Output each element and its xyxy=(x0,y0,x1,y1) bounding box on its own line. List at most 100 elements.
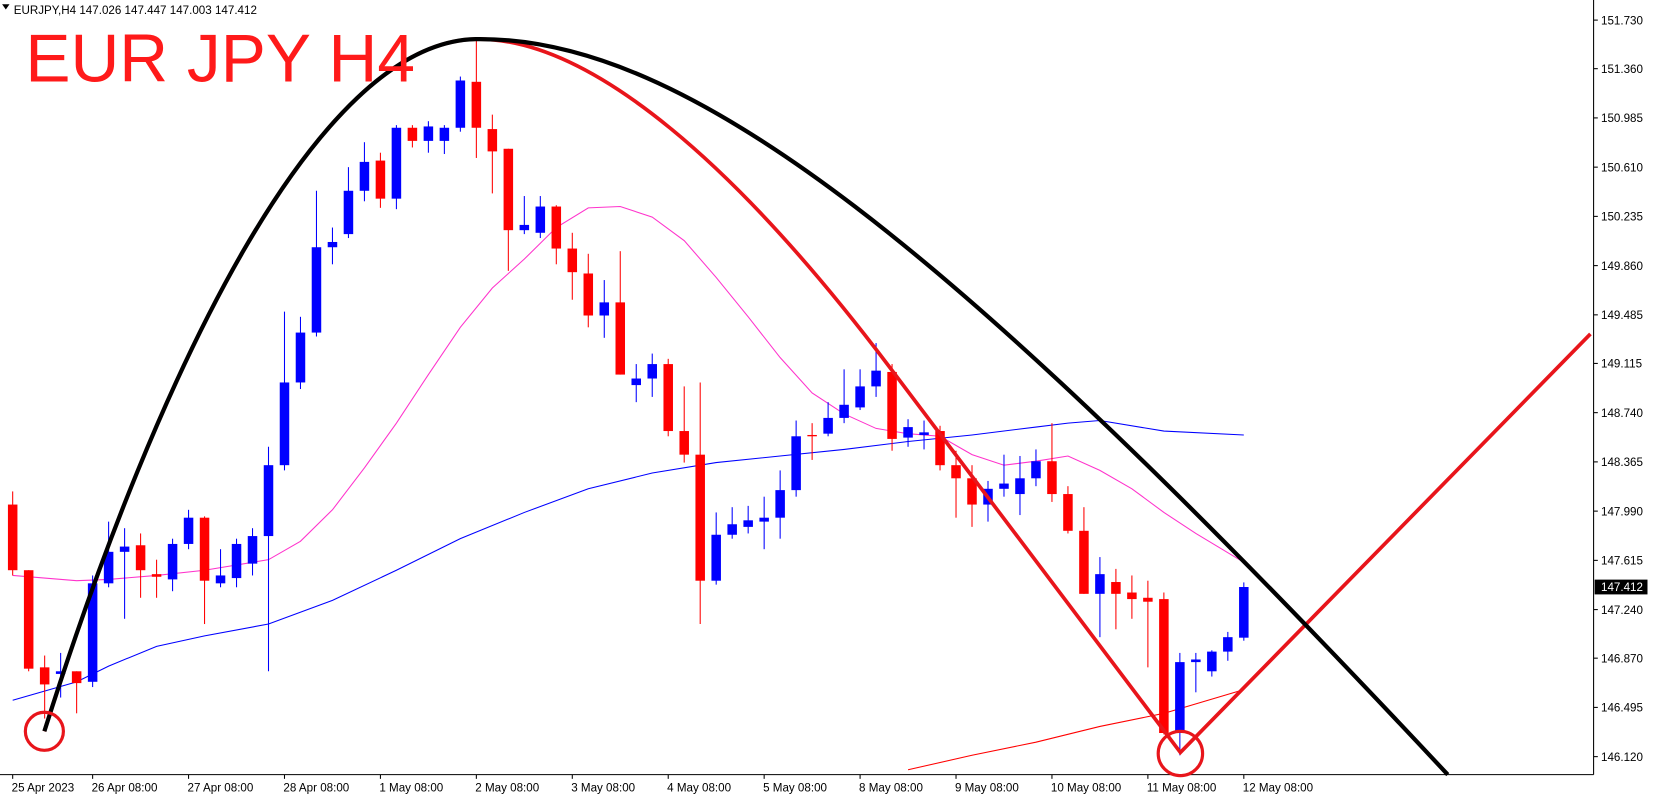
candle-body xyxy=(71,671,82,684)
candle-body xyxy=(999,483,1009,489)
y-tick-label: 147.240 xyxy=(1601,604,1643,617)
candle-body xyxy=(407,127,418,141)
y-tick-label: 148.365 xyxy=(1601,456,1643,469)
y-tick-label: 147.615 xyxy=(1601,555,1643,568)
candle-body xyxy=(39,667,50,685)
candle-body xyxy=(583,273,594,316)
y-tick-label: 151.730 xyxy=(1601,14,1643,27)
candle-body xyxy=(1111,582,1121,594)
candle-body xyxy=(935,431,945,466)
y-tick-label: 149.485 xyxy=(1601,309,1643,322)
candle-body xyxy=(263,465,274,537)
candle-body xyxy=(823,417,833,434)
x-tick-label: 5 May 08:00 xyxy=(763,782,827,795)
y-tick-label: 149.860 xyxy=(1601,260,1643,273)
y-tick-label: 150.610 xyxy=(1601,161,1643,174)
candle-body xyxy=(375,160,386,199)
candle-body xyxy=(471,81,482,128)
candle-body xyxy=(135,545,146,571)
plot-area xyxy=(7,39,1249,771)
candle-body xyxy=(151,574,162,577)
candle-body xyxy=(455,80,466,128)
x-tick-label: 26 Apr 08:00 xyxy=(92,782,158,795)
x-tick-label: 12 May 08:00 xyxy=(1243,782,1313,795)
candle-body xyxy=(615,302,626,375)
candle-body xyxy=(295,332,306,383)
candle-body xyxy=(343,190,354,235)
candle-body xyxy=(951,465,961,479)
current-price-label: 147.412 xyxy=(1601,581,1643,594)
candle-body xyxy=(695,454,705,581)
candle-body xyxy=(311,247,322,333)
candle-body xyxy=(727,524,737,535)
candle-body xyxy=(487,129,498,152)
x-tick-label: 1 May 08:00 xyxy=(379,782,443,795)
candle-body xyxy=(167,543,178,580)
y-tick-label: 150.985 xyxy=(1601,112,1643,125)
black-arc-drawing xyxy=(42,36,1450,777)
candle-body xyxy=(391,127,402,199)
candle-body xyxy=(967,478,977,505)
candle-body xyxy=(23,570,34,669)
low-circle xyxy=(23,710,65,752)
candle-body xyxy=(103,551,114,584)
close-value: 147.412 xyxy=(215,4,257,17)
x-tick-label: 8 May 08:00 xyxy=(859,782,923,795)
candle-body xyxy=(903,427,913,438)
candle-body xyxy=(87,583,98,682)
candle-body xyxy=(855,386,865,408)
candle-body xyxy=(279,382,290,466)
candle-body xyxy=(535,206,546,233)
low-circle xyxy=(1156,729,1205,778)
candle-body xyxy=(919,432,929,435)
candle-body xyxy=(1175,662,1185,734)
candle-body xyxy=(327,241,338,248)
candle-body xyxy=(1239,587,1249,638)
candle-body xyxy=(119,546,130,552)
candle-body xyxy=(599,302,610,316)
candle-body xyxy=(679,431,689,455)
candle-body xyxy=(55,671,66,674)
open-value: 147.026 xyxy=(79,4,121,17)
y-tick-label: 147.990 xyxy=(1601,505,1643,518)
y-tick-label: 148.740 xyxy=(1601,407,1643,420)
candle-body xyxy=(1079,530,1089,594)
candle-body xyxy=(1095,574,1105,594)
candle-body xyxy=(1207,651,1217,672)
candle-body xyxy=(1159,599,1169,734)
x-tick-label: 10 May 08:00 xyxy=(1051,782,1121,795)
candle-body xyxy=(551,206,562,249)
candle-body xyxy=(1127,592,1137,600)
high-value: 147.447 xyxy=(125,4,167,17)
candle-body xyxy=(1191,659,1201,663)
candle-body xyxy=(647,364,657,379)
low-value: 147.003 xyxy=(170,4,212,17)
candle-body xyxy=(871,370,881,387)
candle-body xyxy=(423,126,434,141)
candle-body xyxy=(7,504,18,571)
x-tick-label: 3 May 08:00 xyxy=(571,782,635,795)
header: EURJPY,H4 147.026 147.447 147.003 147.41… xyxy=(14,4,257,17)
candle-body xyxy=(519,224,530,231)
x-tick-label: 9 May 08:00 xyxy=(955,782,1019,795)
y-tick-label: 146.870 xyxy=(1601,652,1643,665)
candle-body xyxy=(231,543,242,579)
x-tick-label: 11 May 08:00 xyxy=(1147,782,1217,795)
candle-body xyxy=(199,517,210,581)
candle-body xyxy=(807,434,817,437)
x-tick-label: 28 Apr 08:00 xyxy=(283,782,349,795)
y-tick-label: 146.120 xyxy=(1601,751,1643,764)
candle-body xyxy=(839,404,849,418)
candle-body xyxy=(359,161,370,191)
y-tick-label: 146.495 xyxy=(1601,702,1643,715)
candle-body xyxy=(567,248,578,273)
menu-triangle[interactable] xyxy=(2,4,10,10)
candle-body xyxy=(439,127,450,141)
candle-body xyxy=(247,536,258,564)
candle-body xyxy=(1143,597,1153,602)
chart-title: EUR JPY H4 xyxy=(25,21,415,96)
y-tick-label: 151.360 xyxy=(1601,63,1643,76)
candle-body xyxy=(503,148,514,231)
